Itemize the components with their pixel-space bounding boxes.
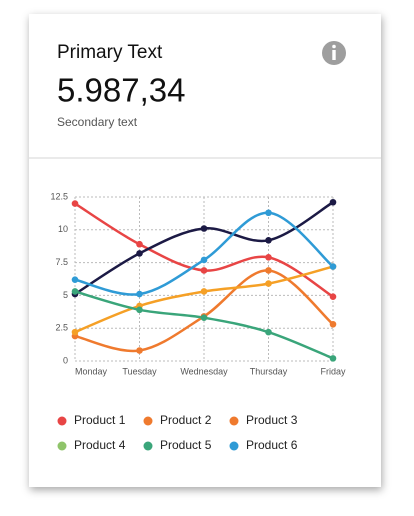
info-icon[interactable] — [322, 41, 346, 65]
point — [200, 256, 208, 264]
point — [265, 267, 272, 274]
legend-swatch — [229, 441, 239, 451]
point — [265, 280, 272, 287]
y-tick-label: 7.5 — [55, 257, 68, 267]
point — [265, 254, 272, 261]
point — [71, 276, 79, 283]
point — [200, 314, 208, 322]
legend-label: Product 3 — [246, 413, 298, 427]
card-value: 5.987,34 — [57, 72, 185, 109]
legend-label: Product 1 — [74, 413, 126, 427]
x-tick-label: Friday — [320, 366, 346, 376]
point — [71, 288, 79, 295]
point — [136, 306, 143, 314]
point — [136, 250, 143, 257]
point — [329, 198, 337, 206]
point — [265, 328, 272, 336]
legend-swatch — [57, 416, 67, 426]
card-subtitle: Secondary text — [57, 115, 138, 129]
legend-label: Product 4 — [74, 438, 126, 452]
y-tick-label: 5 — [63, 290, 68, 300]
legend-label: Product 6 — [246, 438, 298, 452]
y-tick-label: 10 — [58, 224, 68, 234]
x-tick-label: Monday — [75, 366, 108, 376]
legend-swatch — [229, 416, 239, 426]
legend-label: Product 5 — [160, 438, 212, 452]
point — [329, 355, 337, 362]
y-tick-label: 0 — [63, 355, 68, 365]
point — [136, 290, 143, 298]
point — [200, 288, 208, 295]
point — [200, 225, 208, 232]
point — [200, 267, 208, 274]
point — [329, 320, 337, 328]
y-tick-label: 2.5 — [55, 323, 68, 333]
legend-label: Product 2 — [160, 413, 212, 427]
legend-swatch — [143, 441, 153, 451]
point — [71, 328, 79, 336]
point — [136, 347, 143, 354]
point — [136, 240, 143, 248]
point — [71, 200, 79, 207]
card — [29, 14, 381, 487]
x-tick-label: Tuesday — [122, 366, 157, 376]
x-tick-label: Thursday — [250, 366, 288, 376]
series-line — [74, 201, 334, 296]
card-title: Primary Text — [57, 42, 163, 63]
legend-swatch — [57, 441, 67, 451]
point — [329, 263, 337, 270]
x-tick-label: Wednesday — [180, 366, 228, 376]
legend-swatch — [143, 416, 153, 426]
y-tick-label: 12.5 — [50, 191, 68, 201]
point — [265, 209, 272, 217]
point — [329, 293, 337, 301]
point — [265, 236, 272, 244]
